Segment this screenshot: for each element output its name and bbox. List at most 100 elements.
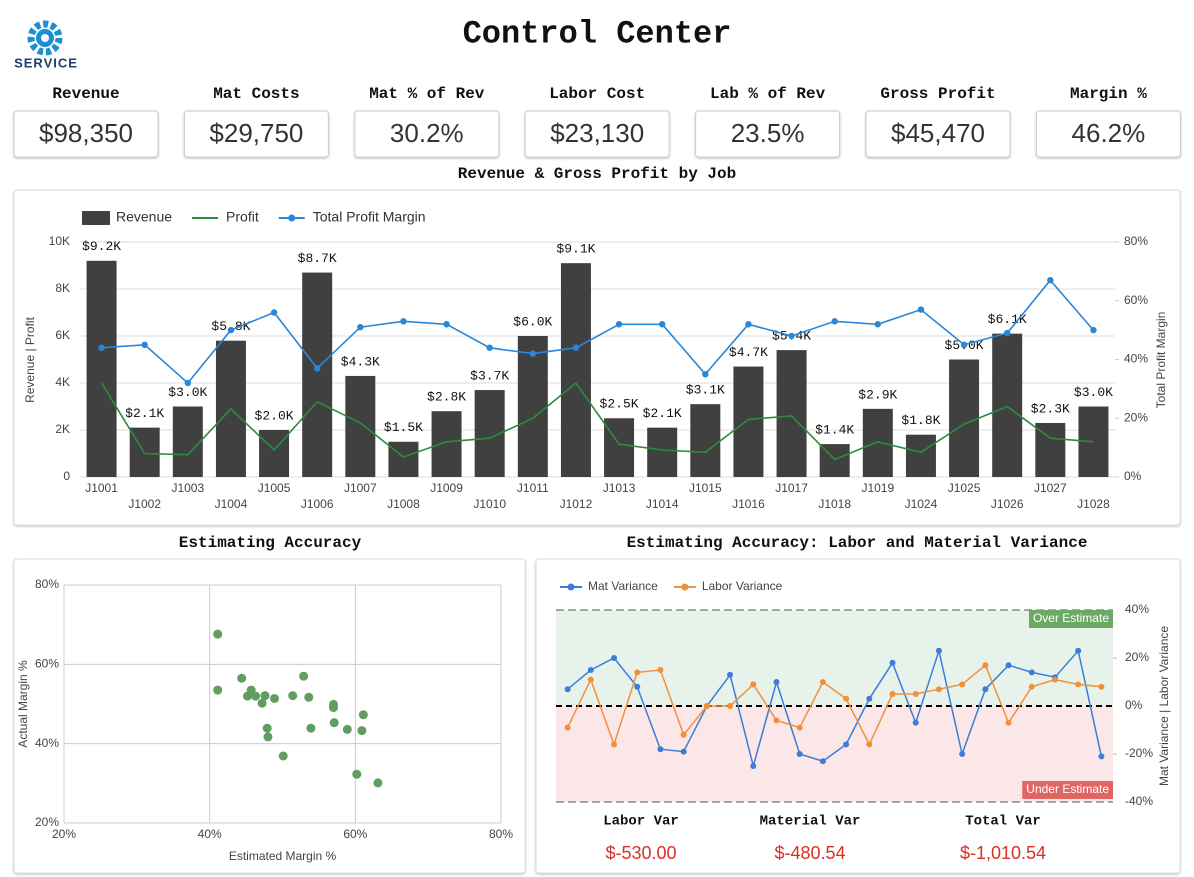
x-tick-label: J1012 [560, 497, 593, 511]
kpi-label: Mat % of Rev [369, 85, 485, 103]
point [657, 667, 664, 673]
kpi-card [865, 110, 1011, 158]
data-label: $2.1K [125, 406, 164, 421]
bar [604, 418, 635, 477]
line [567, 647, 1103, 769]
y-tick-label: 0 [63, 469, 70, 483]
kpi-card [183, 110, 329, 158]
point [306, 723, 316, 733]
legend-label: Labor Variance [702, 579, 783, 593]
line [101, 278, 1095, 385]
logo-hole [41, 34, 49, 42]
point [611, 741, 618, 748]
x-tick-label: J1009 [430, 481, 463, 495]
point [788, 332, 795, 340]
point [313, 365, 321, 372]
bar [690, 404, 721, 477]
bar [1035, 422, 1066, 477]
point [843, 741, 850, 748]
legend-swatch [567, 583, 575, 591]
chart-title: Estimating Accuracy: Labor and Material … [627, 534, 1088, 552]
summary-label: Material Var [760, 814, 861, 830]
point [564, 686, 571, 693]
point [227, 326, 235, 334]
kpi-value: $45,470 [891, 118, 985, 148]
point [796, 751, 803, 757]
bar [776, 350, 807, 477]
data-label: $2.0K [255, 408, 294, 423]
bar [647, 427, 678, 477]
point [260, 691, 270, 701]
y-tick-label: 80% [35, 577, 59, 591]
line [566, 663, 1102, 747]
point [750, 681, 757, 688]
x-tick-label: 80% [489, 827, 513, 841]
summary-label: Total Var [965, 814, 1041, 830]
x-tick-label: J1017 [775, 481, 808, 495]
point [486, 344, 493, 351]
point [572, 344, 580, 351]
x-tick-label: J1016 [732, 497, 765, 511]
x-tick-label: 40% [198, 827, 222, 841]
x-tick-label: J1005 [258, 481, 291, 495]
y-tick-label: 4K [55, 375, 70, 389]
point [866, 741, 873, 748]
x-axis-label: Estimated Margin % [229, 849, 337, 863]
point [352, 769, 362, 779]
point [1028, 669, 1035, 676]
point [1005, 662, 1012, 669]
y-axis-label: Actual Margin % [16, 660, 30, 748]
data-label: $2.8K [427, 390, 466, 405]
data-label: $3.0K [1074, 385, 1113, 400]
bar [733, 366, 764, 477]
y-tick-label: 2K [55, 422, 70, 436]
y-tick-label: -40% [1125, 794, 1153, 808]
kpi-card [695, 110, 841, 158]
point [889, 691, 896, 697]
point [874, 321, 882, 328]
x-tick-label: 20% [52, 827, 76, 841]
point [288, 691, 298, 701]
point [935, 647, 942, 654]
legend-label: Profit [226, 209, 259, 225]
point [184, 379, 192, 387]
x-tick-label: J1002 [128, 497, 161, 511]
legend-swatch [681, 583, 689, 591]
point [357, 323, 364, 331]
x-tick-label: J1004 [215, 497, 248, 511]
bar [905, 434, 936, 477]
bar [259, 430, 290, 477]
x-tick-label: J1028 [1077, 497, 1110, 511]
x-tick-label: J1026 [991, 497, 1024, 511]
kpi-value: 23.5% [731, 118, 805, 148]
point [680, 748, 687, 755]
point [982, 662, 989, 669]
y-tick-label: 60% [35, 657, 59, 671]
under-region [556, 706, 1113, 802]
kpi-card [354, 110, 500, 158]
data-label: $3.7K [470, 368, 509, 383]
point [1098, 683, 1105, 690]
point [328, 703, 338, 713]
point [237, 673, 247, 683]
annotation-box [1022, 781, 1113, 799]
x-tick-label: J1011 [517, 481, 549, 495]
summary-value: $-530.00 [605, 843, 676, 863]
kpi-label: Labor Cost [549, 85, 645, 103]
x-tick-label: J1006 [301, 497, 334, 511]
point [773, 717, 780, 724]
point [796, 724, 803, 731]
x-tick-label: J1027 [1034, 481, 1067, 495]
data-label: $4.3K [341, 354, 380, 369]
bar [517, 336, 548, 477]
kpi-value: 30.2% [390, 118, 464, 148]
point [1090, 326, 1097, 334]
point [889, 659, 896, 666]
y-tick-label: 20% [1125, 650, 1149, 664]
point [263, 732, 273, 742]
point [400, 318, 407, 325]
point [615, 321, 623, 328]
y2-tick-label: 80% [1124, 234, 1148, 248]
point [982, 686, 989, 693]
